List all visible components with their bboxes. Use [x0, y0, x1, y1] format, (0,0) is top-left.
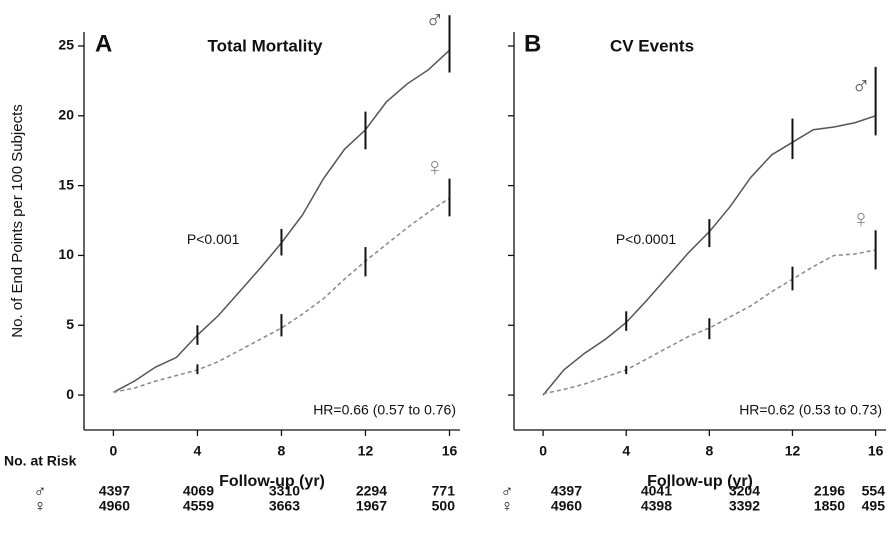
series-label: ♀	[425, 152, 445, 182]
risk-count: 495	[862, 498, 886, 514]
x-axis-label: Follow-up (yr)	[647, 473, 753, 490]
annotation: P<0.0001	[616, 231, 677, 247]
y-axis-label: No. of End Points per 100 Subjects	[9, 104, 26, 337]
y-tick-label: 5	[66, 316, 74, 332]
risk-count: 4960	[551, 498, 582, 514]
x-tick-label: 8	[705, 443, 713, 459]
survival-curve	[542, 115, 876, 396]
risk-row-label: ♂	[34, 481, 47, 500]
x-tick-label: 12	[785, 443, 801, 459]
y-tick-label: 20	[58, 106, 74, 122]
risk-count: 500	[432, 498, 456, 514]
y-tick-label: 25	[58, 37, 74, 53]
risk-count: 771	[432, 483, 456, 499]
risk-count: 3663	[269, 498, 300, 514]
risk-count: 554	[862, 483, 886, 499]
risk-row-label: ♂	[501, 481, 514, 500]
panel-letter: A	[95, 30, 112, 57]
risk-count: 4559	[183, 498, 214, 514]
risk-count: 1967	[356, 498, 387, 514]
x-tick-label: 8	[278, 443, 286, 459]
x-tick-label: 0	[539, 443, 547, 459]
survival-curve	[542, 249, 876, 395]
series-label: ♀	[851, 203, 871, 233]
risk-count: 4041	[641, 483, 672, 499]
risk-table-title: No. at Risk	[4, 453, 77, 469]
risk-count: 4398	[641, 498, 672, 514]
risk-count: 2294	[356, 483, 387, 499]
risk-count: 3204	[729, 483, 760, 499]
x-tick-label: 12	[358, 443, 374, 459]
x-tick-label: 16	[442, 443, 458, 459]
risk-count: 2196	[814, 483, 845, 499]
panel-letter: B	[524, 30, 541, 57]
x-tick-label: 4	[194, 443, 202, 459]
x-tick-label: 16	[868, 443, 884, 459]
y-tick-label: 10	[58, 246, 74, 262]
x-axis-label: Follow-up (yr)	[219, 473, 325, 490]
annotation: HR=0.62 (0.53 to 0.73)	[739, 402, 882, 418]
risk-count: 3392	[729, 498, 760, 514]
risk-count: 4397	[99, 483, 130, 499]
annotation: P<0.001	[187, 231, 240, 247]
panel-title: CV Events	[610, 36, 694, 55]
risk-count: 3310	[269, 483, 300, 499]
risk-count: 4960	[99, 498, 130, 514]
x-tick-label: 0	[110, 443, 118, 459]
risk-count: 4397	[551, 483, 582, 499]
risk-count: 4069	[183, 483, 214, 499]
risk-row-label: ♀	[501, 496, 514, 515]
survival-curve	[113, 197, 450, 394]
panel-title: Total Mortality	[208, 36, 323, 55]
risk-count: 1850	[814, 498, 845, 514]
annotation: HR=0.66 (0.57 to 0.76)	[313, 402, 456, 418]
survival-curve	[113, 49, 451, 393]
y-tick-label: 15	[58, 176, 74, 192]
x-tick-label: 4	[622, 443, 630, 459]
risk-row-label: ♀	[34, 496, 47, 515]
y-tick-label: 0	[66, 386, 74, 402]
series-label: ♂	[425, 4, 445, 34]
series-label: ♂	[851, 69, 871, 99]
